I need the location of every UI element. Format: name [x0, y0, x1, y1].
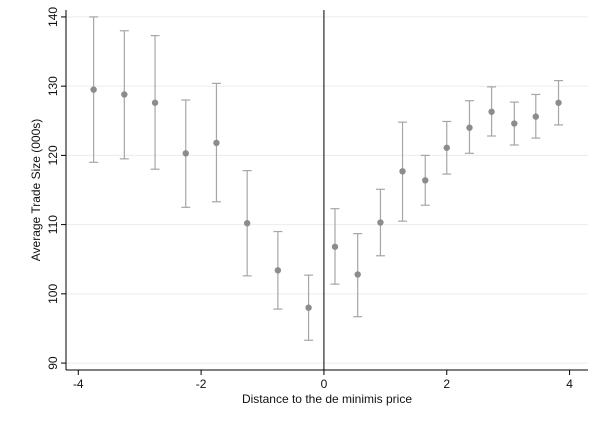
axes: [61, 10, 588, 375]
x-tick-label: 2: [443, 377, 450, 391]
data-point-3: [182, 150, 189, 157]
data-point-6: [274, 267, 282, 274]
data-point-0: [90, 86, 97, 93]
data-points: [90, 86, 562, 311]
y-tick-label: 140: [46, 7, 60, 27]
data-point-12: [422, 177, 429, 184]
data-point-10: [377, 219, 384, 226]
x-tick-label: 0: [321, 377, 328, 391]
y-axis-title: Average Trade Size (000s): [29, 119, 43, 262]
data-point-4: [213, 139, 220, 147]
tick-labels: 90 100 110 120 130 140 -4 -2 0 2 4: [46, 7, 573, 391]
data-point-8: [331, 243, 339, 250]
y-tick-label: 130: [46, 76, 60, 96]
data-point-14: [466, 124, 473, 131]
data-point-5: [243, 220, 251, 227]
x-axis-title: Distance to the de minimis price: [242, 392, 412, 406]
x-tick-label: -2: [196, 377, 207, 391]
data-point-15: [488, 108, 495, 115]
data-point-1: [121, 91, 128, 98]
y-tick-label: 100: [46, 284, 60, 304]
gridlines: [66, 16, 588, 364]
data-point-7: [305, 304, 312, 311]
data-point-16: [511, 120, 518, 127]
data-point-17: [532, 113, 539, 120]
data-point-11: [399, 168, 406, 175]
x-tick-label: -4: [73, 377, 84, 391]
data-point-18: [555, 99, 562, 106]
y-tick-label: 120: [46, 145, 60, 165]
data-point-9: [354, 271, 361, 278]
y-tick-label: 110: [46, 215, 60, 234]
data-point-2: [151, 99, 159, 106]
data-point-13: [443, 144, 450, 151]
y-tick-label: 90: [46, 356, 60, 370]
x-tick-label: 4: [566, 377, 573, 391]
